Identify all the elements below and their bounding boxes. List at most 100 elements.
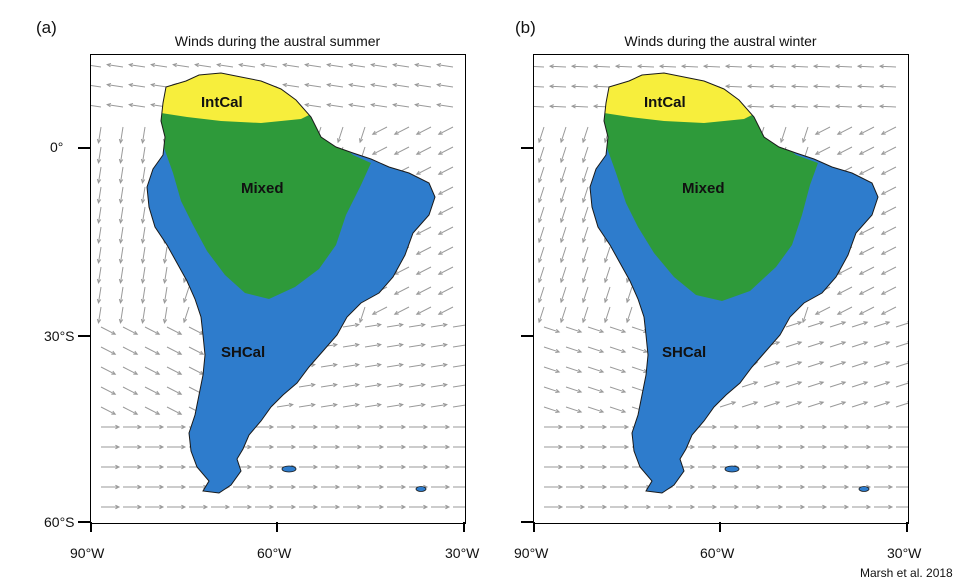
wind-arrowhead [118,238,124,244]
panel-b-svg: IntCal Mixed SHCal [534,64,908,510]
wind-arrow [881,126,897,135]
wind-arrowhead [604,318,609,324]
wind-arrowhead [822,484,828,490]
wind-arrowhead [844,444,850,450]
wind-arrow [164,286,168,303]
panel-b-intcal-zone [594,73,774,123]
wind-arrowhead [580,484,586,490]
wind-arrow [873,361,890,368]
wind-arrow [560,266,567,283]
wind-arrowhead [878,64,884,69]
wind-arrowhead [401,484,407,490]
panel-b-shcal-label: SHCal [662,344,706,361]
wind-arrow [327,104,344,108]
wind-arrowhead [423,424,429,430]
wind-arrow [183,286,190,303]
wind-arrow [100,406,116,415]
wind-arrowhead [602,464,608,470]
wind-arrowhead [858,310,864,315]
wind-arrow [416,246,432,255]
wind-arrowhead [878,84,884,89]
wind-arrowhead [140,318,146,324]
wind-arrow [416,166,432,175]
wind-arrowhead [96,298,102,304]
wind-arrow [342,344,359,348]
wind-arrow [813,105,831,108]
wind-arrowhead [398,342,404,348]
tick-a-30w [463,522,465,532]
wind-arrowhead [592,104,598,109]
wind-arrow [107,84,124,88]
wind-arrowhead [560,158,565,164]
wind-arrow [120,186,124,203]
wind-arrowhead [106,82,112,88]
wind-arrow [534,65,545,68]
wind-arrowhead [570,64,576,69]
wind-arrow [582,226,589,243]
wind-arrow [538,186,545,203]
wind-arrowhead [436,102,442,108]
wind-arrow [320,364,337,368]
wind-arrowhead [690,504,696,510]
wind-arrowhead [582,158,587,164]
wind-arrowhead [445,484,451,490]
wind-arrowhead [194,62,200,68]
wind-arrowhead [858,270,864,275]
wind-arrowhead [442,402,448,408]
wind-arrow [587,386,604,393]
wind-arrowhead [445,444,451,450]
wind-arrowhead [778,484,784,490]
wind-arrow [98,226,102,243]
panel-a-title: Winds during the austral summer [174,33,381,49]
wind-arrow [122,366,138,375]
wind-arrowhead [313,504,319,510]
wind-arrowhead [863,321,869,326]
wind-arrowhead [712,444,718,450]
wind-arrowhead [291,504,297,510]
wind-arrowhead [159,484,165,490]
wind-arrow [100,366,116,375]
wind-arrow [408,384,425,388]
wind-arrow [538,246,545,263]
panel-b-mixed-label: Mixed [682,180,725,197]
wind-arrow [342,404,359,408]
wind-arrow [587,326,604,333]
wind-arrow [120,206,124,223]
tick-b-60w [719,522,721,532]
wind-arrow [747,105,765,108]
wind-arrow [582,266,589,283]
wind-arrow [881,266,897,275]
wind-arrowhead [580,464,586,470]
wind-arrow [430,404,447,408]
wind-arrow [763,361,780,368]
wind-arrow [571,85,589,88]
wind-arrowhead [442,322,448,328]
wind-arrow [587,366,604,373]
wind-arrowhead [604,138,609,144]
wind-arrow [122,346,138,355]
wind-arrowhead [602,484,608,490]
wind-arrow [835,105,853,108]
wind-arrowhead [822,444,828,450]
wind-arrowhead [602,444,608,450]
wind-arrowhead [140,258,146,264]
wind-arrow [582,146,589,163]
wind-arrow [438,226,454,235]
wind-arrow [298,404,315,408]
wind-arrowhead [423,504,429,510]
wind-arrow [534,105,545,108]
wind-arrowhead [778,444,784,450]
panel-b-mixed-zone [594,95,818,301]
wind-arrowhead [436,82,442,88]
wind-arrow [142,306,146,323]
wind-arrowhead [538,238,543,244]
wind-arrow [438,246,454,255]
wind-arrowhead [778,504,784,510]
wind-arrowhead [885,401,891,406]
wind-arrowhead [712,464,718,470]
wind-arrowhead [582,138,587,144]
wind-arrow [372,126,388,135]
wind-arrow [166,386,182,395]
wind-arrowhead [415,290,421,295]
wind-arrow [188,346,204,355]
